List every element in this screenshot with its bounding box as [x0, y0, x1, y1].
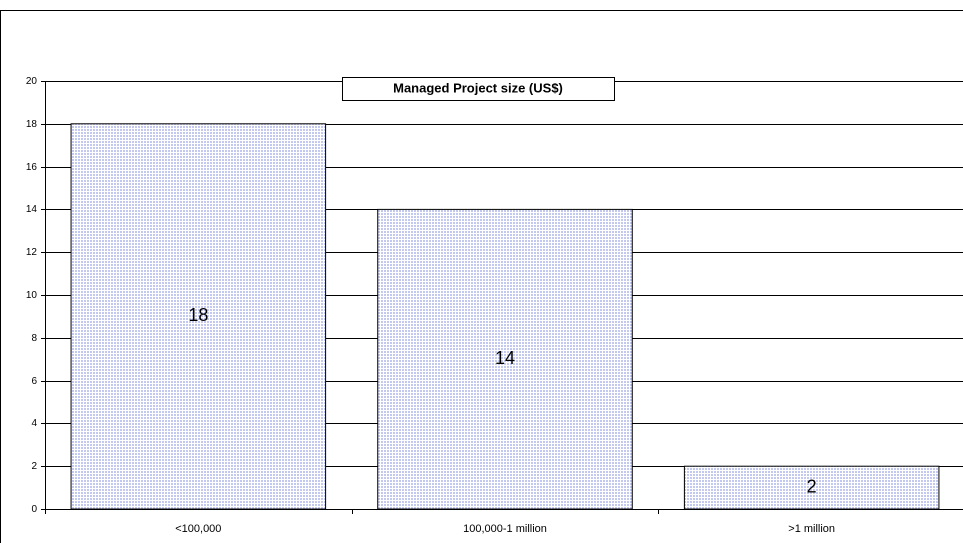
y-tick-label: 14 — [26, 204, 38, 215]
y-tick-label: 4 — [31, 418, 37, 429]
data-label: 18 — [188, 305, 208, 325]
x-tick-label: >1 million — [788, 523, 835, 535]
chart-title: Managed Project size (US$) — [393, 80, 563, 95]
y-tick-label: 2 — [31, 461, 37, 472]
bar — [683, 465, 940, 510]
y-tick-label: 16 — [26, 162, 38, 173]
y-tick-label: 8 — [31, 333, 37, 344]
data-label: 2 — [807, 476, 817, 496]
bar — [377, 208, 633, 510]
title-box — [342, 77, 615, 101]
plot-area: 0 2 4 6 8 10 12 14 16 18 20 <100,000 18 100,000-1 mil… — [26, 76, 963, 535]
y-tick-label: 20 — [26, 76, 38, 87]
y-tick-label: 0 — [31, 504, 37, 515]
y-tick-label: 6 — [31, 376, 37, 387]
y-tick-label: 12 — [26, 247, 38, 258]
y-tick-label: 18 — [26, 119, 38, 130]
data-label: 14 — [495, 348, 515, 368]
x-tick-label: <100,000 — [175, 523, 221, 535]
x-tick-label: 100,000-1 million — [463, 523, 547, 535]
bar — [70, 123, 327, 510]
y-tick-label: 10 — [26, 290, 38, 301]
